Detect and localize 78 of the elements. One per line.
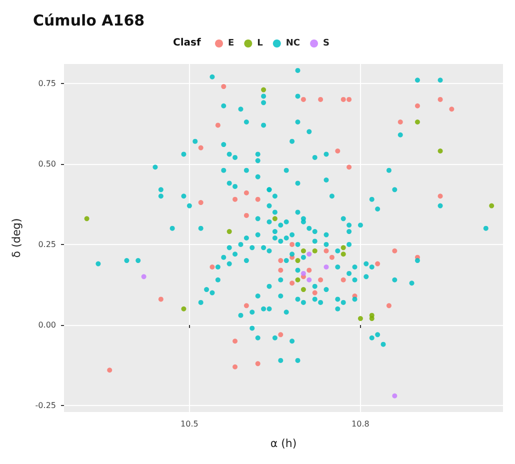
point <box>300 287 306 292</box>
point <box>318 96 324 102</box>
y-tick-label: -0.25 <box>35 401 56 410</box>
point <box>278 258 284 264</box>
point <box>346 164 352 170</box>
point <box>232 196 238 202</box>
point <box>318 277 324 282</box>
point <box>295 277 300 282</box>
point <box>215 122 220 128</box>
x-axis-title: α (h) <box>270 437 297 450</box>
y-axis-title: δ (deg) <box>10 218 23 258</box>
point <box>261 87 266 92</box>
point <box>386 303 392 308</box>
point <box>244 212 249 218</box>
point <box>306 277 312 282</box>
y-tick-label: 0.75 <box>38 78 56 88</box>
x-tick-label: 10.8 <box>352 420 370 428</box>
point <box>340 277 346 282</box>
point <box>306 268 312 273</box>
legend-label: S <box>323 38 330 48</box>
point <box>335 148 340 154</box>
point <box>392 248 398 254</box>
point <box>340 96 346 102</box>
point <box>324 264 329 270</box>
point <box>300 96 306 102</box>
point <box>210 264 215 270</box>
point <box>324 248 329 254</box>
point <box>232 364 238 370</box>
point <box>255 196 260 202</box>
chart-title: Cúmulo A168 <box>33 12 145 30</box>
point <box>438 96 443 102</box>
point <box>414 103 420 108</box>
legend-label: E <box>228 38 234 48</box>
point <box>278 268 284 273</box>
point <box>198 145 204 150</box>
point <box>221 84 226 90</box>
point <box>107 368 112 373</box>
point <box>414 120 420 124</box>
point <box>278 332 284 338</box>
y-tick-label: 0.50 <box>38 159 56 168</box>
point <box>226 229 232 234</box>
point <box>438 148 443 154</box>
point <box>141 274 146 280</box>
point <box>232 338 238 344</box>
x-tick-label: 10.5 <box>180 420 198 428</box>
point <box>312 248 318 254</box>
point <box>295 258 300 264</box>
point <box>392 393 398 398</box>
point <box>290 280 295 286</box>
point <box>306 252 312 257</box>
point <box>244 190 249 196</box>
point <box>449 106 454 112</box>
point <box>244 303 249 308</box>
point <box>398 120 403 124</box>
point <box>198 200 204 206</box>
point <box>255 361 260 366</box>
point <box>358 316 363 322</box>
point <box>369 312 374 318</box>
y-tick-label: 0.00 <box>38 320 56 330</box>
point <box>290 242 295 247</box>
point <box>340 245 346 250</box>
point <box>300 248 306 254</box>
legend-title: Clasf <box>173 38 202 48</box>
point <box>438 194 443 199</box>
point <box>181 306 186 312</box>
point <box>375 261 380 266</box>
point <box>489 203 494 208</box>
y-tick-label: 0.25 <box>38 240 56 249</box>
point <box>329 254 334 260</box>
legend-label: L <box>257 38 264 48</box>
point <box>158 296 164 302</box>
point <box>84 216 90 222</box>
point <box>340 252 346 257</box>
point <box>272 216 278 222</box>
point <box>346 96 352 102</box>
point <box>300 270 306 276</box>
point <box>312 290 318 296</box>
legend-label: NC <box>286 38 300 48</box>
